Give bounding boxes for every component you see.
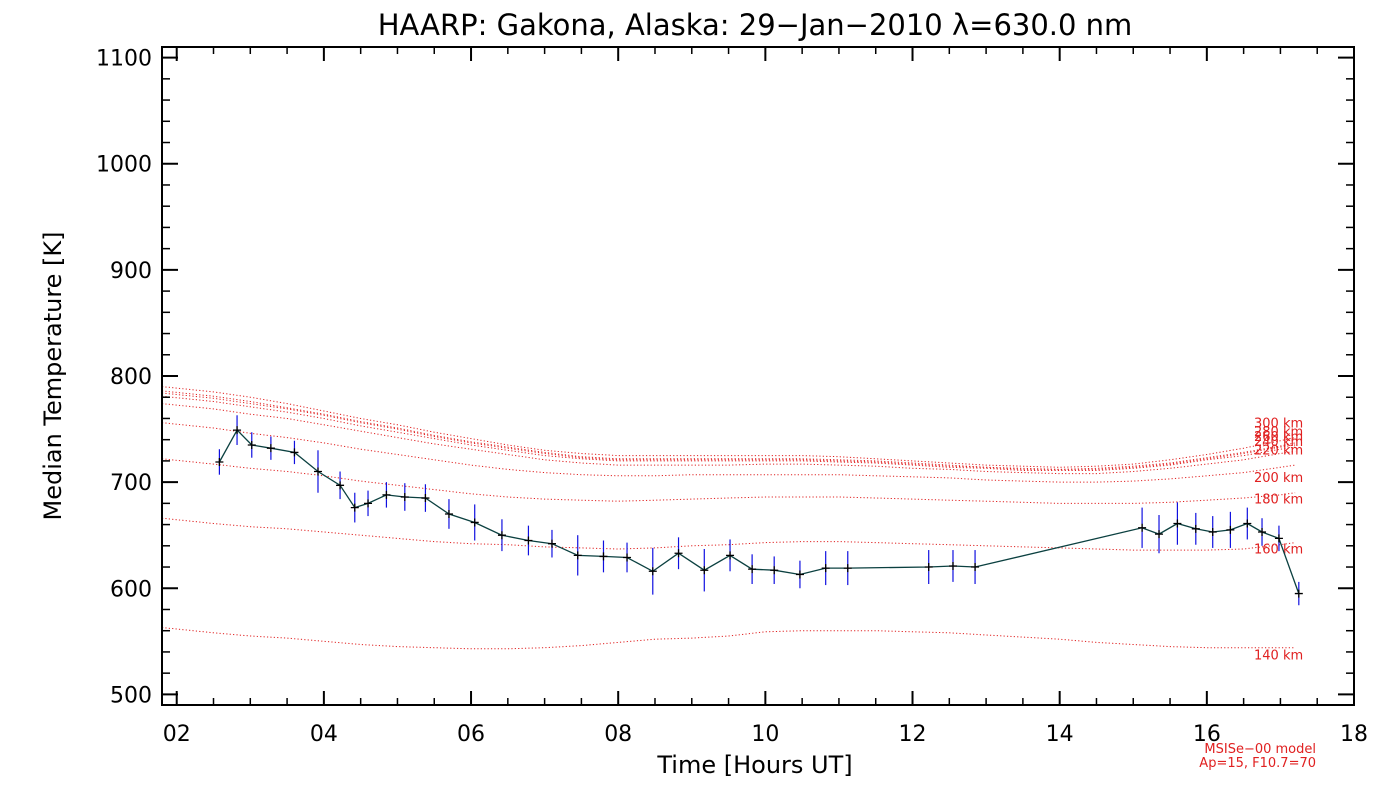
axis-ticks: 02 04 06 08 10 12 14 16 18 500 600 700 800 900 1000 110… [96,47,1368,747]
data-point [971,563,980,572]
data-point [290,448,299,457]
y-tick-label: 600 [110,577,152,602]
altitude-label-140km: 140 km [1254,649,1303,664]
data-point [821,564,830,573]
y-tick-label: 500 [110,683,152,708]
data-point [470,518,479,527]
data-point [382,490,391,499]
model-note-line2: Ap=15, F10.7=70 [1199,756,1316,771]
x-tick-label: 10 [751,722,779,747]
y-tick-label: 700 [110,471,152,496]
data-point [1274,534,1283,543]
data-point [1138,523,1147,532]
data-point [726,551,735,560]
model-curve-280km [161,390,1296,470]
altitude-label-180km: 180 km [1254,493,1303,508]
data-point [599,552,608,561]
model-curve-160km [161,517,1296,551]
data-point [444,509,453,518]
data-point [1208,528,1217,537]
altitude-label-300km: 300 km [1254,417,1303,432]
data-point [623,553,632,562]
model-curve-140km [161,627,1296,650]
data-point [364,499,373,508]
data-point [266,444,275,453]
data-point [313,467,322,476]
x-tick-label: 06 [457,722,485,747]
data-point [1173,519,1182,528]
altitude-label-280km: 280 km [1254,425,1303,440]
x-axis-label: Time [Hours UT] [656,751,852,779]
x-tick-label: 16 [1193,722,1221,747]
plot-frame [161,46,1355,706]
data-point [770,566,779,575]
data-point [350,503,359,512]
data-point [400,492,409,501]
altitude-label-260km: 260 km [1254,430,1303,445]
data-point [843,564,852,573]
chart-title: HAARP: Gakona, Alaska: 29−Jan−2010 λ=630… [378,8,1133,42]
measured-line [218,429,1300,594]
y-tick-label: 1100 [96,47,152,72]
altitude-label-200km: 200 km [1254,471,1303,486]
data-point [1191,524,1200,533]
data-point [573,551,582,560]
model-curve-260km [161,392,1296,470]
data-point [1294,589,1303,598]
altitude-label-240km: 240 km [1254,435,1303,450]
model-curve-200km [161,422,1296,483]
x-tick-label: 12 [899,722,927,747]
data-point [336,481,345,490]
data-point [648,567,657,576]
model-curve-300km [161,386,1296,468]
data-point [1258,528,1267,537]
y-tick-label: 900 [110,259,152,284]
data-point [497,531,506,540]
data-point [547,539,556,548]
data-point [215,457,224,466]
y-axis-label: Median Temperature [K] [39,231,67,520]
data-point [748,565,757,574]
x-tick-label: 02 [163,722,191,747]
data-point [421,494,430,503]
model-note-line1: MSISe−00 model [1204,742,1316,757]
data-point [674,549,683,558]
data-point [1243,519,1252,528]
data-point [524,536,533,545]
y-tick-label: 800 [110,365,152,390]
y-tick-label: 1000 [96,153,152,178]
measured-series [215,415,1303,606]
x-tick-label: 08 [604,722,632,747]
x-tick-label: 18 [1340,722,1368,747]
altitude-label-220km: 220 km [1254,443,1303,458]
data-point [1155,530,1164,539]
x-tick-label: 04 [310,722,338,747]
model-curve-220km [161,403,1296,475]
data-point [924,563,933,572]
data-point [948,561,957,570]
data-point [233,426,242,435]
data-point [1226,525,1235,534]
data-point [247,440,256,449]
data-point [700,566,709,575]
data-point [795,570,804,579]
x-tick-label: 14 [1046,722,1074,747]
